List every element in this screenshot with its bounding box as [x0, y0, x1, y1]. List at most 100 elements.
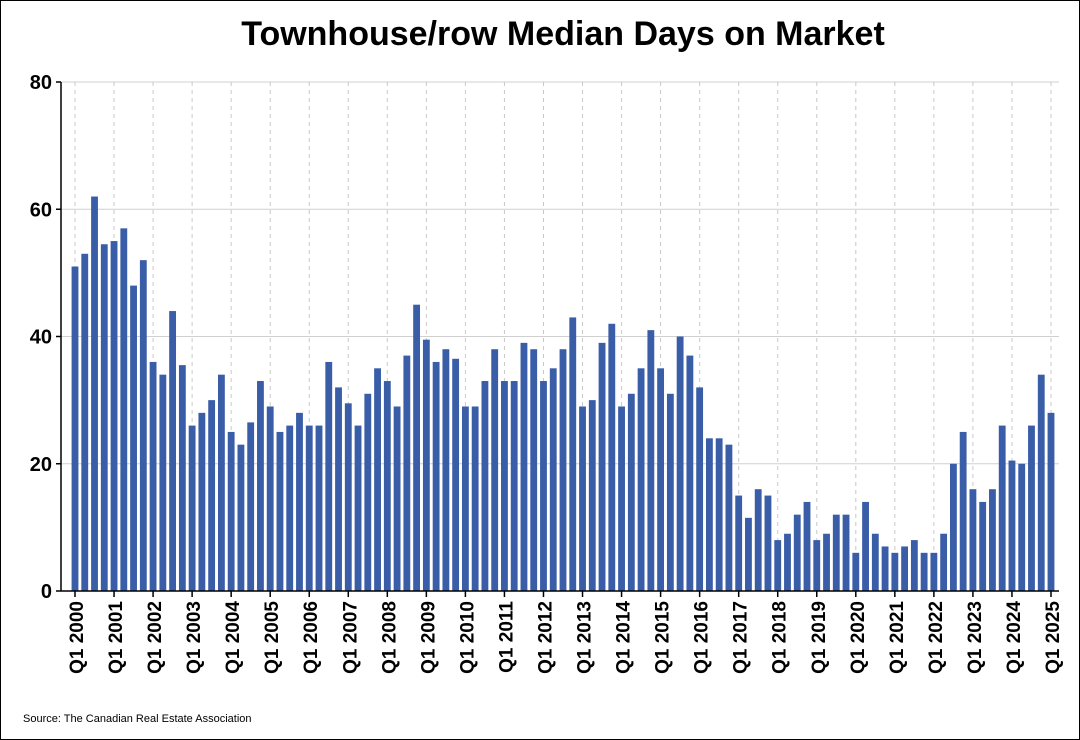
x-tick-label: Q1 2006	[301, 601, 322, 674]
x-tick-label: Q1 2014	[614, 601, 635, 674]
bar	[940, 533, 948, 591]
bar	[598, 342, 606, 591]
bar	[266, 406, 274, 591]
bar	[998, 425, 1006, 591]
x-tick-label: Q1 2008	[379, 601, 400, 674]
bar	[881, 546, 889, 591]
bar	[871, 533, 879, 591]
bar	[715, 438, 723, 591]
bar	[813, 540, 821, 591]
bar	[852, 552, 860, 591]
bar	[130, 285, 137, 591]
bar	[793, 514, 801, 591]
x-tick-label: Q1 2019	[809, 601, 830, 674]
bar	[217, 374, 225, 591]
bar	[705, 438, 713, 591]
bar	[354, 425, 362, 591]
bar	[745, 517, 752, 591]
bar	[501, 381, 508, 591]
bar	[442, 349, 450, 591]
bar	[188, 425, 196, 591]
bar	[110, 241, 118, 591]
bar	[461, 406, 469, 591]
bar	[627, 393, 635, 591]
bar	[686, 355, 694, 591]
bar	[247, 422, 255, 591]
bar	[71, 266, 79, 591]
bar	[305, 425, 313, 591]
bar	[696, 387, 704, 591]
bar	[891, 552, 899, 591]
x-tick-label: Q1 2025	[1043, 601, 1064, 674]
bar	[910, 540, 918, 591]
bar	[413, 304, 421, 591]
bar	[647, 330, 655, 591]
bar	[1018, 463, 1026, 591]
bar	[842, 514, 850, 591]
bar	[657, 368, 665, 591]
bar	[403, 355, 411, 591]
bar	[901, 546, 909, 591]
y-tick-label: 40	[30, 327, 52, 349]
bar	[510, 381, 518, 591]
bar	[383, 381, 391, 591]
bar	[959, 431, 967, 591]
bar	[754, 489, 762, 591]
bar	[832, 514, 840, 591]
x-tick-label: Q1 2002	[145, 601, 166, 674]
bar	[549, 368, 557, 591]
x-tick-label: Q1 2023	[965, 601, 986, 674]
bar	[276, 431, 284, 591]
x-tick-label: Q1 2012	[535, 601, 556, 674]
bar	[725, 444, 733, 591]
bar	[666, 393, 674, 591]
bar	[676, 336, 684, 591]
bar	[1047, 412, 1055, 591]
bar	[139, 260, 147, 591]
bar	[989, 489, 996, 591]
y-tick-label: 60	[30, 199, 52, 221]
x-tick-label: Q1 2003	[184, 601, 205, 674]
bar	[491, 349, 499, 591]
bar	[237, 444, 245, 591]
bar	[735, 495, 743, 591]
bar	[178, 365, 186, 591]
bar	[471, 406, 479, 591]
x-tick-label: Q1 2020	[848, 601, 869, 674]
bar	[257, 381, 264, 591]
bar	[930, 552, 938, 591]
bar	[286, 425, 294, 591]
bar	[325, 361, 333, 591]
x-tick-label: Q1 2013	[575, 601, 596, 674]
bar	[344, 403, 352, 591]
x-tick-label: Q1 2000	[67, 601, 88, 674]
bar	[637, 368, 645, 591]
y-tick-label: 20	[30, 454, 52, 476]
bar	[422, 339, 430, 591]
bar	[315, 425, 323, 591]
source-note: Source: The Canadian Real Estate Associa…	[23, 713, 252, 725]
x-tick-label: Q1 2017	[731, 601, 752, 674]
bar	[784, 533, 791, 591]
x-tick-label: Q1 2005	[262, 601, 283, 674]
bar	[452, 358, 460, 591]
bar	[949, 463, 957, 591]
bar	[1037, 374, 1045, 591]
bar	[774, 540, 782, 591]
x-tick-label: Q1 2009	[418, 601, 439, 674]
bar	[159, 374, 167, 591]
bar	[169, 311, 177, 591]
x-tick-label: Q1 2007	[340, 601, 361, 674]
bar	[588, 400, 596, 591]
x-tick-label: Q1 2018	[770, 601, 791, 674]
bar	[530, 349, 538, 591]
bar	[862, 501, 869, 591]
bar	[1008, 460, 1016, 591]
bar	[100, 244, 108, 591]
bar	[979, 501, 987, 591]
bar	[91, 196, 98, 591]
bar	[803, 501, 811, 591]
bar	[569, 317, 577, 591]
